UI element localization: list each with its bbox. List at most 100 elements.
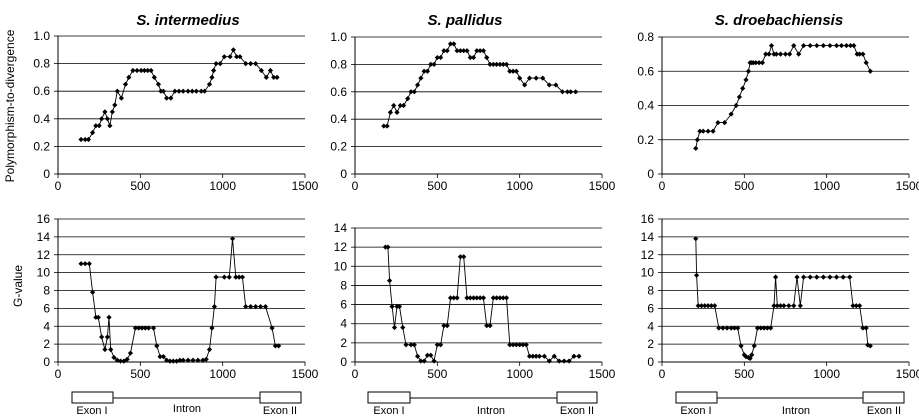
data-point [397,102,403,109]
exon2-label: Exon II [560,405,594,417]
data-point [530,353,536,359]
data-point [768,325,774,331]
data-point [510,68,516,74]
data-point [428,352,434,358]
y-tick-label: 4 [43,319,50,333]
data-point [847,274,853,280]
data-point [102,346,108,353]
data-point [180,357,186,363]
data-point [405,96,411,102]
data-point [576,353,582,359]
y-tick-label: 6 [647,301,654,315]
data-point [840,274,846,280]
data-point [546,358,552,364]
data-point [751,343,757,349]
data-point [735,325,741,331]
data-point [160,88,166,94]
y-tick-label: 6 [340,298,347,312]
data-point [89,289,96,295]
data-point [213,274,219,280]
data-point [797,303,803,309]
data-point [213,61,219,67]
data-point [447,41,454,47]
data-point [533,75,539,81]
data-point [141,67,148,74]
x-tick-label: 1000 [209,367,236,381]
data-point [497,61,503,67]
exon1-box [675,391,718,404]
data-point [733,102,739,109]
data-point [467,295,473,301]
x-tick-label: 1000 [813,367,840,381]
data-point [551,353,557,359]
data-point [431,358,437,364]
data-point [148,67,154,74]
gene-structure-pallidus: Exon I Intron Exon II [367,391,598,417]
data-point [172,88,178,94]
data-point [520,342,526,348]
data-point [211,303,218,310]
data-point [559,89,566,95]
panel-droebachiensis-g-value: 0 2 4 6 8 10 12 14 16 0 500 1000 1500 [641,212,919,381]
data-point [109,109,115,115]
data-point [464,295,470,301]
data-point [513,342,519,348]
series-line [695,44,871,149]
data-point [568,89,574,95]
intron-label: Intron [173,403,201,415]
data-point [461,254,467,260]
x-tick-label: 500 [427,179,447,193]
data-point [82,261,88,267]
y-tick-label: 12 [334,240,348,254]
data-point [385,244,391,250]
data-point [536,353,543,359]
data-point [206,81,213,87]
x-tick-label: 0 [352,179,359,193]
data-point [553,82,559,88]
data-point [454,295,460,301]
y-tick-label: 10 [37,266,51,280]
y-tick-label: 0.2 [637,133,654,147]
data-point [761,325,767,331]
data-point [850,303,856,309]
data-point [716,325,722,331]
data-point [253,61,259,67]
data-point [267,67,274,74]
data-point [78,136,84,143]
data-point [106,314,112,320]
data-point [177,357,183,363]
data-point [517,75,523,81]
y-tick-label: 4 [340,317,347,331]
exon1-box [71,391,114,404]
data-point [484,323,490,329]
data-point [387,109,394,115]
data-point [728,111,734,117]
data-point [89,130,96,136]
data-point [801,274,807,280]
data-point [239,274,246,280]
data-point [408,342,414,348]
data-point [424,352,431,358]
data-point [777,303,784,309]
data-point [865,342,871,348]
data-point [132,325,138,331]
panel-droebachiensis-divergence: 0 0.2 0.4 0.6 0.8 0 500 1000 1500 [637,30,919,193]
exon2-box [259,391,302,404]
data-point [227,54,233,60]
data-point [820,42,826,49]
data-point [269,325,275,331]
data-point [111,354,117,361]
x-tick-label: 0 [659,179,666,193]
data-point [167,358,173,364]
data-point [127,350,134,356]
data-point [782,51,789,57]
data-point [193,88,199,94]
data-point [564,89,571,95]
y-tick-label: 8 [340,278,347,292]
x-tick-label: 500 [130,367,150,381]
data-point [170,358,176,364]
data-point [724,325,730,331]
data-point [203,356,209,362]
panel-intermedius-divergence: 0 0.2 0.4 0.6 0.8 1.0 0 500 1000 1500 [33,29,318,193]
y-tick-label: 2 [647,337,654,351]
